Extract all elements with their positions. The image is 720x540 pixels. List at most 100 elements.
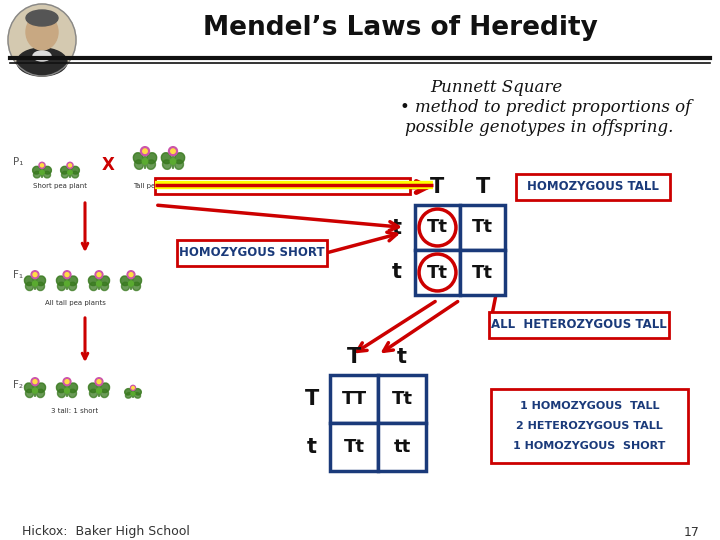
Ellipse shape	[43, 171, 50, 178]
Ellipse shape	[25, 389, 34, 397]
Bar	[460, 205, 505, 250]
Text: t: t	[392, 218, 402, 238]
Ellipse shape	[125, 389, 132, 395]
Ellipse shape	[71, 171, 78, 178]
Ellipse shape	[32, 166, 40, 174]
Text: All tall pea plants: All tall pea plants	[45, 300, 105, 306]
Circle shape	[33, 380, 37, 383]
Text: Hickox:  Baker High School: Hickox: Baker High School	[22, 525, 190, 538]
Text: t: t	[307, 437, 317, 457]
Ellipse shape	[125, 393, 132, 398]
Bar	[378, 375, 426, 423]
Text: tt: tt	[393, 438, 410, 456]
Text: X: X	[102, 156, 114, 174]
Circle shape	[68, 164, 71, 167]
Text: F₂: F₂	[13, 380, 23, 390]
Ellipse shape	[101, 282, 109, 291]
Circle shape	[97, 380, 101, 383]
Ellipse shape	[147, 153, 157, 164]
Text: • method to predict proportions of: • method to predict proportions of	[400, 99, 691, 117]
Text: HOMOZYGOUS TALL: HOMOZYGOUS TALL	[527, 180, 659, 193]
Ellipse shape	[37, 389, 45, 397]
Ellipse shape	[32, 281, 37, 286]
Text: T: T	[475, 177, 490, 197]
FancyBboxPatch shape	[177, 240, 327, 266]
Text: T: T	[305, 389, 319, 409]
Ellipse shape	[34, 171, 40, 178]
Ellipse shape	[100, 276, 109, 286]
Ellipse shape	[89, 389, 97, 397]
Ellipse shape	[26, 14, 58, 50]
Text: Punnett Square: Punnett Square	[430, 79, 562, 97]
Ellipse shape	[61, 171, 68, 178]
Ellipse shape	[65, 281, 70, 286]
Text: Tt: Tt	[427, 219, 448, 237]
Circle shape	[97, 273, 101, 276]
FancyBboxPatch shape	[516, 174, 670, 200]
Circle shape	[63, 377, 71, 386]
Circle shape	[65, 273, 69, 276]
Circle shape	[65, 380, 69, 383]
Text: ALL  HETEROZYGOUS TALL: ALL HETEROZYGOUS TALL	[491, 319, 667, 332]
Text: 1 HOMOZYGOUS  SHORT: 1 HOMOZYGOUS SHORT	[513, 441, 666, 451]
Circle shape	[140, 147, 150, 156]
Text: 17: 17	[684, 525, 700, 538]
Text: P₁: P₁	[13, 157, 24, 167]
Ellipse shape	[24, 276, 34, 286]
Ellipse shape	[58, 389, 66, 397]
Ellipse shape	[43, 166, 51, 174]
Text: t: t	[392, 262, 402, 282]
Text: T: T	[431, 177, 445, 197]
Ellipse shape	[8, 4, 76, 76]
Text: HOMOZYGOUS SHORT: HOMOZYGOUS SHORT	[179, 246, 325, 260]
Text: Tt: Tt	[392, 390, 413, 408]
Ellipse shape	[37, 383, 45, 393]
Circle shape	[31, 377, 39, 386]
Ellipse shape	[147, 160, 156, 170]
Ellipse shape	[135, 160, 143, 170]
Text: Short pea plant: Short pea plant	[33, 183, 87, 189]
Ellipse shape	[161, 153, 171, 164]
Ellipse shape	[101, 389, 109, 397]
Ellipse shape	[96, 281, 102, 286]
FancyBboxPatch shape	[489, 312, 669, 338]
Ellipse shape	[68, 276, 78, 286]
Ellipse shape	[131, 392, 135, 395]
Ellipse shape	[68, 171, 72, 174]
Ellipse shape	[100, 383, 109, 393]
Ellipse shape	[134, 393, 140, 398]
Text: T: T	[347, 347, 361, 367]
Ellipse shape	[37, 276, 45, 286]
Ellipse shape	[132, 282, 140, 291]
Bar	[330, 423, 378, 471]
Ellipse shape	[65, 388, 70, 393]
Ellipse shape	[56, 276, 66, 286]
Circle shape	[168, 147, 178, 156]
Bar	[330, 375, 378, 423]
Circle shape	[129, 273, 133, 276]
Ellipse shape	[68, 389, 76, 397]
Circle shape	[95, 271, 103, 279]
Ellipse shape	[26, 10, 58, 26]
Text: Tall pea plant: Tall pea plant	[133, 183, 179, 189]
Circle shape	[130, 386, 135, 390]
Circle shape	[67, 163, 73, 168]
Circle shape	[143, 149, 148, 153]
Ellipse shape	[175, 160, 184, 170]
FancyBboxPatch shape	[491, 389, 688, 463]
Ellipse shape	[128, 281, 133, 286]
Ellipse shape	[96, 388, 102, 393]
Text: 2 HETEROZYGOUS TALL: 2 HETEROZYGOUS TALL	[516, 421, 663, 431]
Text: Mendel’s Laws of Heredity: Mendel’s Laws of Heredity	[202, 15, 598, 41]
Ellipse shape	[56, 383, 66, 393]
Ellipse shape	[60, 166, 68, 174]
Ellipse shape	[68, 282, 76, 291]
Text: 1 HOMOZYGOUS  TALL: 1 HOMOZYGOUS TALL	[520, 401, 660, 411]
FancyBboxPatch shape	[155, 178, 410, 194]
Ellipse shape	[33, 51, 51, 61]
Bar	[378, 423, 426, 471]
Text: TT: TT	[341, 390, 366, 408]
Circle shape	[171, 149, 175, 153]
Circle shape	[31, 271, 39, 279]
Ellipse shape	[170, 159, 176, 164]
